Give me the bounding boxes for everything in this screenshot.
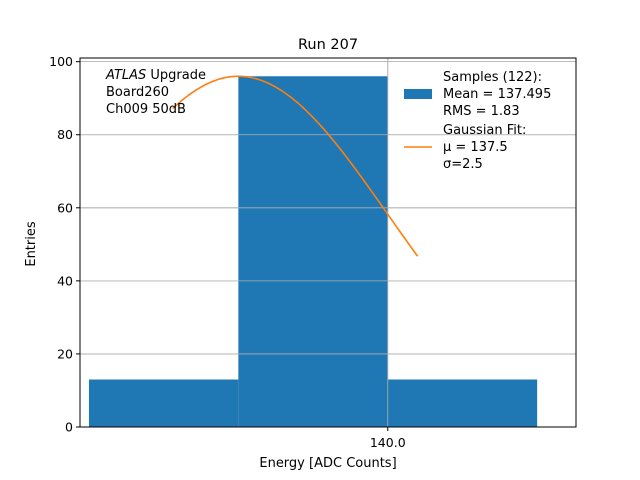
y-tick-label: 80 <box>57 127 73 142</box>
axes-frame <box>79 57 577 428</box>
annotation-text: Board260 <box>106 85 169 100</box>
annotation-text: Upgrade <box>146 68 206 83</box>
legend-text: RMS = 1.83 <box>443 104 520 119</box>
histogram-bar <box>88 379 239 427</box>
legend-text: Mean = 137.495 <box>443 87 551 102</box>
legend-text: μ = 137.5 <box>443 140 508 155</box>
legend-text: Samples (122): <box>443 70 542 85</box>
legend-samples-swatch <box>404 89 432 99</box>
chart-title: Run 207 <box>298 37 358 53</box>
legend-text: Gaussian Fit: <box>443 123 526 138</box>
legend-text: σ=2.5 <box>443 157 483 172</box>
annotation-text: Ch009 50dB <box>106 102 186 117</box>
y-tick-label: 40 <box>57 273 73 288</box>
histogram-bar <box>238 76 388 427</box>
x-axis-label: Energy [ADC Counts] <box>259 456 396 471</box>
legend: Samples (122): Mean = 137.495 RMS = 1.83… <box>404 70 551 172</box>
annotation-line: ATLAS Upgrade <box>105 68 206 83</box>
y-tick-label: 100 <box>49 54 73 69</box>
annotation-line: Board260 <box>106 85 169 100</box>
histogram-bar <box>387 379 538 427</box>
annotation-line: Ch009 50dB <box>106 102 186 117</box>
gaussian-fit <box>172 75 419 257</box>
x-tick-label: 140.0 <box>370 435 406 450</box>
y-tick-label: 20 <box>57 346 73 361</box>
annotation-italic: ATLAS <box>105 68 146 83</box>
y-tick-label: 0 <box>65 420 73 435</box>
atlas-annotation: ATLAS Upgrade Board260 Ch009 50dB <box>105 68 206 117</box>
y-axis-label: Entries <box>24 221 39 267</box>
gaussian-fit-curve <box>172 75 419 257</box>
y-tick-label: 60 <box>57 200 73 215</box>
axis-ticks: 0 20 40 60 80 100 140.0 <box>49 54 406 450</box>
